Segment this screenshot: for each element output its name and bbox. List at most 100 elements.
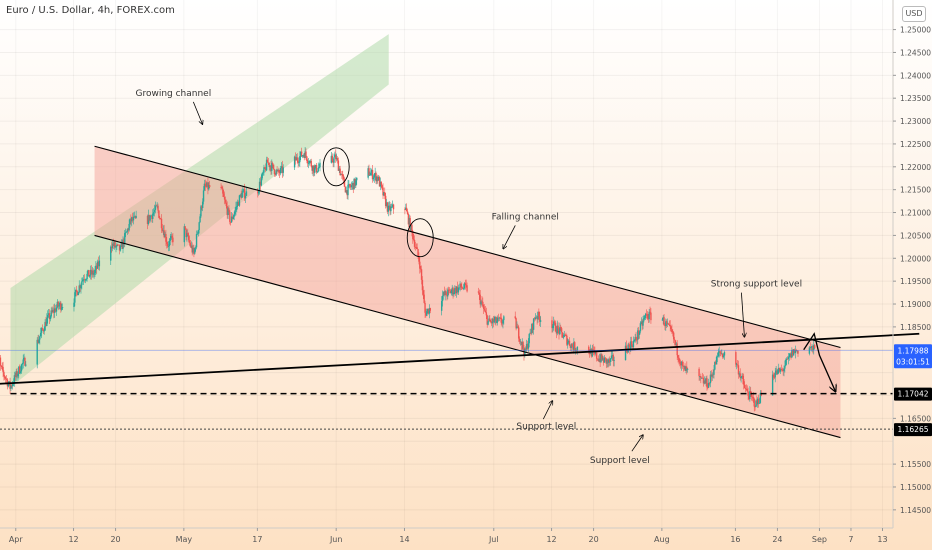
candle-body	[245, 191, 248, 196]
candle-body	[308, 160, 311, 164]
candle-body	[757, 398, 759, 405]
candle-body	[754, 406, 756, 408]
candle-body	[40, 328, 43, 333]
candle-body	[258, 181, 261, 192]
candle-body	[155, 205, 157, 207]
candle-body	[530, 332, 532, 334]
candle-body	[712, 374, 714, 376]
candle-body	[304, 151, 306, 158]
candle-body	[74, 292, 76, 303]
candle-body	[708, 382, 711, 384]
candle-body	[607, 359, 609, 363]
candle-body	[16, 371, 18, 377]
candle-body	[554, 322, 557, 332]
candle-body	[491, 318, 494, 324]
candle-body	[741, 375, 743, 378]
candle-body	[562, 336, 565, 338]
candle-body	[576, 346, 579, 351]
candle-body	[44, 321, 46, 331]
candle-body	[336, 158, 339, 161]
candle-body	[740, 377, 742, 379]
candle-body	[701, 377, 703, 379]
candle-body	[344, 186, 347, 193]
candle-body	[525, 344, 528, 350]
candle-body	[609, 358, 612, 362]
candle-body	[412, 239, 415, 241]
candle-body	[312, 165, 314, 171]
candle-body	[373, 175, 375, 178]
candle-body	[166, 244, 169, 247]
candle-body	[127, 229, 129, 231]
candle-body	[791, 350, 793, 358]
candle-body	[597, 359, 600, 362]
candle-body	[293, 156, 296, 168]
candle-body	[202, 190, 205, 202]
support-level-1-label: Support level	[516, 422, 576, 432]
candle-body	[244, 195, 247, 199]
candle-body	[410, 224, 412, 231]
candle-body	[390, 206, 392, 212]
candle-body	[120, 243, 122, 247]
candle-body	[113, 242, 115, 247]
candle-body	[391, 206, 393, 208]
candle-body	[783, 368, 785, 371]
current-price-tag-text: 1.17988	[897, 346, 928, 355]
candle-body	[605, 358, 607, 364]
candle-body	[342, 174, 344, 177]
candle-body	[51, 310, 53, 312]
candle-body	[721, 353, 723, 355]
candle-body	[49, 316, 52, 320]
candle-body	[495, 317, 497, 323]
falling-channel-label: Falling channel	[492, 212, 559, 222]
candle-body	[426, 308, 429, 312]
candle-body	[87, 270, 89, 274]
candle-body	[704, 380, 706, 384]
candle-body	[599, 358, 601, 363]
candle-body	[241, 192, 243, 198]
candle-body	[441, 295, 444, 302]
candle-body	[303, 155, 305, 158]
candle-body	[534, 317, 537, 320]
currency-badge[interactable]: USD	[902, 6, 926, 22]
support-level-1-pointer	[542, 401, 552, 420]
candle-body	[684, 365, 686, 371]
candle-body	[278, 170, 280, 173]
candle-body	[43, 330, 45, 332]
candle-body	[447, 289, 449, 297]
candle-body	[604, 357, 607, 359]
candle-body	[148, 214, 150, 221]
candle-body	[281, 166, 284, 173]
candle-body	[538, 311, 540, 317]
candle-body	[774, 373, 776, 378]
candle-body	[239, 194, 242, 196]
growing-channel-label: Growing channel	[135, 89, 211, 99]
candle-body	[422, 290, 424, 295]
x-tick-label: Apr	[9, 535, 24, 544]
candle-body	[391, 204, 394, 207]
candle-body	[464, 283, 467, 285]
candle-body	[539, 316, 541, 322]
candle-body	[333, 157, 335, 163]
y-tick-label: 1.23000	[900, 117, 931, 126]
candle-body	[748, 395, 750, 400]
candle-body	[625, 345, 628, 352]
candle-body	[453, 292, 455, 295]
candle-body	[230, 216, 233, 223]
candle-body	[627, 344, 629, 353]
candle-body	[61, 307, 63, 310]
candle-body	[232, 216, 235, 220]
candle-body	[47, 313, 50, 316]
highlight-circle	[406, 218, 434, 258]
candle-body	[126, 229, 129, 232]
candle-body	[592, 349, 594, 351]
candle-body	[522, 342, 524, 349]
candle-body	[591, 349, 593, 357]
candle-body	[454, 288, 457, 294]
y-tick-label: 1.15000	[900, 483, 931, 492]
candle-body	[55, 307, 58, 312]
candle-body	[598, 358, 600, 362]
candle-body	[150, 215, 152, 217]
candle-body	[11, 385, 13, 387]
